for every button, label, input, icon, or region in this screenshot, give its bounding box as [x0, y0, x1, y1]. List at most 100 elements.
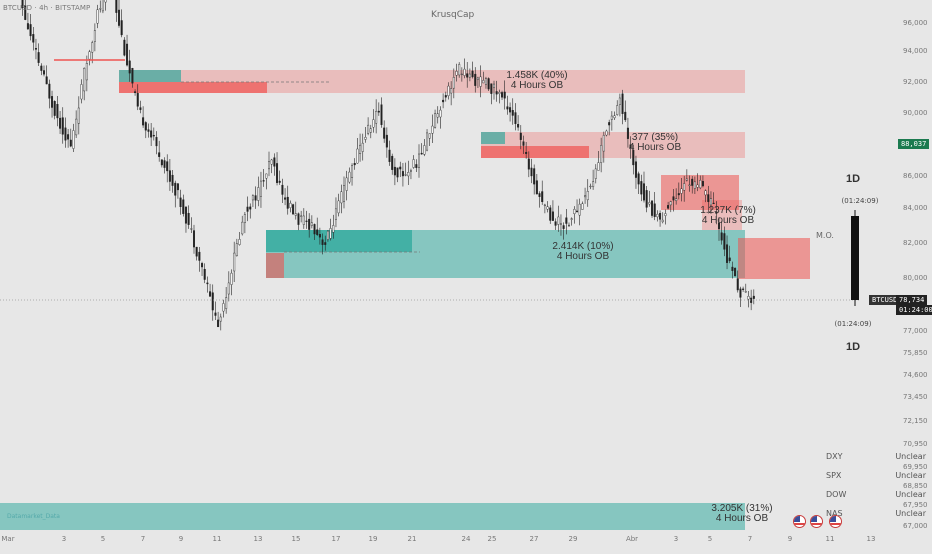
zone-rect	[266, 253, 284, 278]
last-price-tag: 78,734	[896, 295, 928, 305]
candle-body	[166, 161, 169, 172]
order-block-label: 4 Hours OB	[557, 251, 610, 262]
us-flag-icon[interactable]	[810, 515, 823, 528]
candle-body	[265, 173, 268, 179]
candle-body	[602, 135, 605, 152]
candle-body	[718, 222, 721, 230]
candle-body	[235, 243, 238, 256]
x-tick-label: 11	[213, 535, 222, 543]
candle-body	[281, 184, 284, 195]
candle-body	[600, 145, 603, 163]
candle-body	[337, 200, 340, 214]
candle-body	[624, 111, 627, 121]
candle-body	[340, 191, 343, 204]
candle-body	[179, 197, 182, 208]
order-block-value: 3.205K (31%)	[711, 503, 772, 514]
candle-body	[589, 185, 592, 188]
candle-body	[284, 197, 287, 200]
candle-body	[404, 174, 407, 176]
candle-body	[551, 211, 554, 221]
zone-rect	[119, 82, 267, 93]
candle-body	[498, 91, 501, 94]
candle-body	[209, 291, 212, 297]
us-flag-icon[interactable]	[793, 515, 806, 528]
candle-body	[401, 171, 404, 177]
candle-body	[645, 190, 648, 208]
panel-row-spx: SPX Unclear	[826, 471, 926, 490]
order-block-label: 4 Hours OB	[629, 142, 682, 153]
candle-body	[731, 266, 734, 271]
daily-label-top: 1D	[846, 173, 860, 185]
candle-body	[522, 141, 525, 146]
candle-body	[117, 9, 120, 26]
candle-body	[286, 196, 289, 209]
x-tick-label: 3	[674, 535, 678, 543]
candle-body	[426, 132, 429, 151]
candle-body	[739, 288, 742, 298]
candle-body	[393, 166, 396, 176]
candle-body	[385, 134, 388, 148]
candle-body	[318, 234, 321, 238]
candle-body	[206, 282, 209, 285]
candle-body	[471, 70, 474, 78]
candle-body	[420, 152, 423, 155]
panel-row-status: Unclear	[895, 509, 926, 518]
candle-body	[64, 127, 67, 141]
candle-body	[326, 230, 329, 240]
candle-body	[696, 184, 699, 188]
candle-body	[241, 221, 244, 235]
candle-body	[538, 193, 541, 197]
candle-body	[450, 88, 453, 94]
candle-body	[511, 110, 514, 116]
candle-body	[554, 221, 557, 226]
candle-body	[680, 188, 683, 194]
candle-body	[466, 73, 469, 78]
candle-body	[691, 178, 694, 186]
candle-body	[484, 78, 487, 85]
zone-rect	[481, 146, 589, 158]
candle-body	[273, 157, 276, 167]
candle-body	[752, 295, 755, 299]
candle-body	[150, 130, 153, 138]
candle-body	[268, 161, 271, 170]
candle-body	[369, 128, 372, 133]
y-tick-label: 72,150	[903, 417, 928, 425]
panel-row-nas: NAS Unclear	[826, 509, 926, 528]
candle-body	[493, 83, 496, 88]
candle-body	[305, 220, 308, 222]
y-tick-label: 90,000	[903, 109, 928, 117]
candle-body	[399, 166, 402, 170]
candle-body	[418, 153, 421, 168]
candle-body	[613, 115, 616, 119]
candle-body	[184, 206, 187, 224]
candle-body	[289, 202, 292, 208]
candle-body	[616, 105, 619, 115]
candle-body	[222, 303, 225, 312]
candle-body	[455, 71, 458, 76]
us-flag-icon[interactable]	[829, 515, 842, 528]
candle-body	[131, 68, 134, 84]
candle-body	[640, 181, 643, 195]
candle-body	[482, 80, 485, 84]
candle-body	[259, 180, 262, 197]
candle-body	[543, 204, 546, 207]
x-tick-label: 24	[462, 535, 471, 543]
candle-body	[85, 63, 88, 81]
candle-body	[409, 170, 412, 172]
candle-body	[104, 0, 107, 3]
x-tick-label: 13	[867, 535, 876, 543]
candle-body	[396, 167, 399, 178]
candle-body	[211, 292, 214, 311]
candle-body	[142, 117, 145, 126]
candle-body	[559, 223, 562, 225]
candle-body	[83, 67, 86, 92]
candle-body	[313, 224, 316, 235]
candle-body	[527, 158, 530, 170]
candle-body	[128, 60, 131, 74]
y-tick-label: 86,000	[903, 172, 928, 180]
candle-body	[442, 99, 445, 103]
y-tick-label: 68,850	[903, 482, 928, 490]
candle-body	[474, 73, 477, 86]
